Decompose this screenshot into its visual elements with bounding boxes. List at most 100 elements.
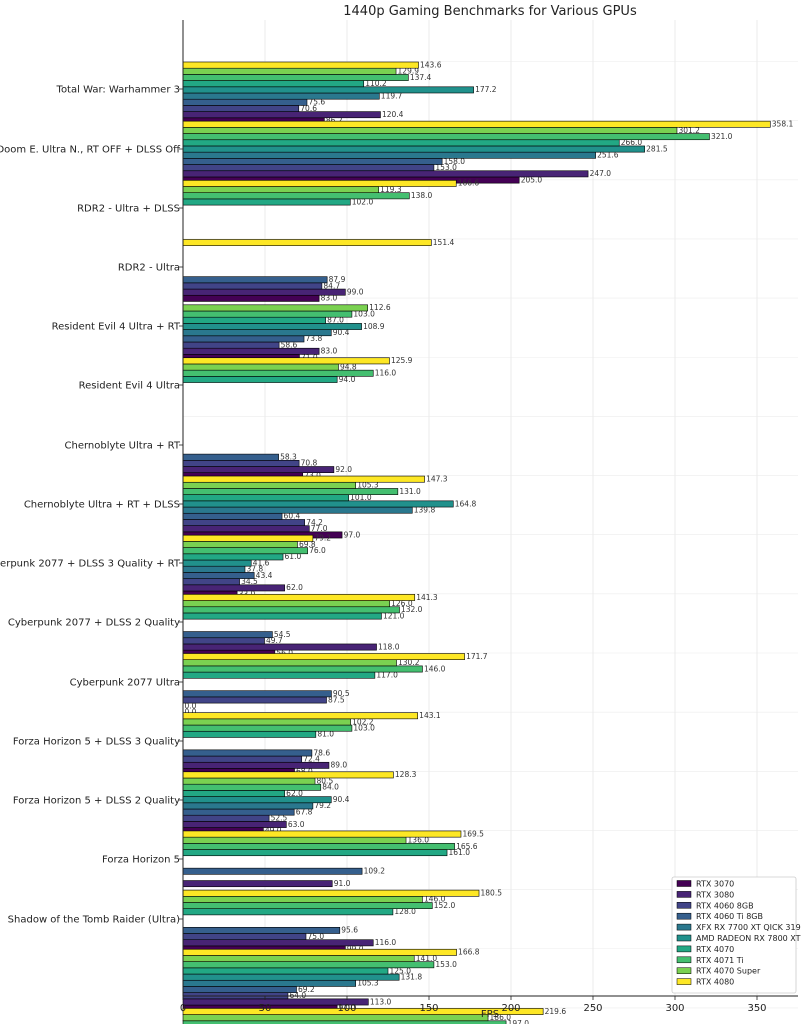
bar-value-label: 128.3 bbox=[395, 770, 417, 779]
bar-value-label: 247.0 bbox=[590, 169, 612, 178]
bar-group-rdr2-ultra-dlss: 102.0 138.0 119.3 166.6 bbox=[182, 179, 479, 206]
bar-value-label: 90.5 bbox=[333, 689, 350, 698]
bar-rtx-4071-ti bbox=[182, 783, 322, 791]
bar-rtx-4070-super bbox=[182, 127, 678, 134]
bar-rtx-4060-ti-8gb bbox=[182, 158, 443, 165]
bar-rtx-4080 bbox=[182, 594, 416, 601]
legend-swatch-rtx-4071-ti bbox=[676, 956, 692, 964]
bar-value-label: 132.0 bbox=[401, 605, 423, 614]
x-tick-label: 100 bbox=[337, 1003, 356, 1014]
bar-value-label: 139.8 bbox=[414, 505, 436, 514]
bar-value-label: 147.3 bbox=[426, 474, 448, 483]
bar-amd-radeon-rx-7800-xt bbox=[182, 145, 645, 153]
bar-value-label: 77.0 bbox=[311, 524, 328, 533]
bar-rtx-4060-ti-8gb bbox=[182, 631, 273, 639]
bar-value-label: 70.8 bbox=[301, 459, 318, 468]
bar-value-label: 58.3 bbox=[280, 453, 297, 462]
bar-rtx-4080 bbox=[182, 357, 390, 365]
bar-rtx-4071-ti bbox=[182, 606, 400, 614]
category-label-resident-evil-4-ultra: Resident Evil 4 Ultra bbox=[79, 381, 180, 392]
x-tick-label: 150 bbox=[419, 1003, 438, 1014]
chart-title: 1440p Gaming Benchmarks for Various GPUs bbox=[343, 4, 637, 19]
bar-rtx-4080 bbox=[182, 712, 418, 720]
bar-value-label: 75.6 bbox=[308, 98, 325, 107]
bar-value-label: 87.0 bbox=[327, 316, 344, 325]
bar-value-label: 180.5 bbox=[481, 889, 503, 898]
bar-value-label: 103.0 bbox=[353, 723, 375, 732]
bar-value-label: 33.0 bbox=[239, 589, 256, 598]
bar-rtx-3080 bbox=[182, 347, 320, 355]
bar-value-label: 251.6 bbox=[597, 151, 619, 160]
bar-xfx-rx-7700-xt-qick-319 bbox=[182, 92, 380, 100]
bar-value-label: 83.0 bbox=[321, 347, 338, 356]
bar-group-cyberpunk-2077-ultra: 49.0 63.052.5 67.879.290.4 62.0 84.080.5 128.… bbox=[182, 770, 417, 835]
bar-amd-radeon-rx-7800-xt bbox=[182, 973, 400, 981]
bar-value-label: 86.2 bbox=[326, 116, 343, 125]
bar-rtx-4060-ti-8gb bbox=[182, 98, 308, 106]
bar-value-label: 141.3 bbox=[416, 593, 438, 602]
bar-rtx-4060-ti-8gb bbox=[182, 335, 305, 343]
bar-value-label: 128.0 bbox=[394, 907, 416, 916]
bars-layer: 86.2 120.4 70.675.6 119.7 177.2 110.2 137.4129… bbox=[182, 60, 793, 1024]
bar-value-label: 119.7 bbox=[381, 91, 403, 100]
bar-value-label: 83.0 bbox=[321, 294, 338, 303]
bar-rtx-4070 bbox=[182, 967, 389, 975]
bar-value-label: 109.2 bbox=[364, 867, 386, 876]
category-label-total-war-warhammer-3: Total War: Warhammer 3 bbox=[56, 85, 180, 96]
bar-value-label: 121.0 bbox=[383, 611, 405, 620]
bar-rtx-4071-ti bbox=[182, 310, 353, 318]
bar-value-label: 91.0 bbox=[334, 879, 351, 888]
bar-value-label: 74.2 bbox=[306, 518, 323, 527]
bar-rtx-4080 bbox=[182, 830, 462, 838]
bar-value-label: 171.7 bbox=[466, 652, 488, 661]
bar-value-label: 136.0 bbox=[408, 836, 430, 845]
bar-rtx-4060-8gb bbox=[182, 578, 240, 586]
bar-value-label: 84.0 bbox=[322, 783, 339, 792]
bar-value-label: 63.0 bbox=[288, 820, 305, 829]
bar-value-label: 34.5 bbox=[241, 577, 258, 586]
bar-group-resident-evil-4-ultra: 97.0 77.074.2 60.4 139.8 164.8 101.0 131.0 105.… bbox=[182, 474, 476, 539]
bar-value-label: 146.0 bbox=[424, 895, 446, 904]
bar-value-label: 61.0 bbox=[285, 552, 302, 561]
bar-rtx-3080 bbox=[182, 525, 310, 533]
bar-value-label: 151.4 bbox=[433, 238, 455, 247]
category-label-chernoblyte-ultra-rt: Chernoblyte Ultra + RT bbox=[65, 441, 181, 452]
bar-value-label: 81.0 bbox=[317, 730, 334, 739]
bar-value-label: 166.8 bbox=[458, 948, 480, 957]
bar-value-label: 101.0 bbox=[350, 493, 372, 502]
bar-value-label: 110.2 bbox=[365, 79, 387, 88]
bar-value-label: 205.0 bbox=[521, 175, 543, 184]
bar-rtx-4070 bbox=[182, 671, 376, 679]
bar-value-label: 129.9 bbox=[398, 67, 420, 76]
bar-value-label: 49.0 bbox=[265, 826, 282, 835]
bar-value-label: 153.0 bbox=[435, 163, 457, 172]
bar-value-label: 69.2 bbox=[298, 985, 315, 994]
bar-rtx-4080 bbox=[182, 948, 457, 956]
bar-group-total-war-warhammer-3: 86.2 120.4 70.675.6 119.7 177.2 110.2 137.4129… bbox=[182, 60, 497, 125]
bar-rtx-4070-super bbox=[182, 955, 415, 962]
category-label-resident-evil-4-ultra-rt: Resident Evil 4 Ultra + RT bbox=[52, 322, 181, 333]
category-label-cyberpunk-2077-dlss-3-quality-rt: Cyberpunk 2077 + DLSS 3 Quality + RT bbox=[0, 559, 181, 570]
bar-value-label: 54.5 bbox=[274, 630, 291, 639]
bar-value-label: 90.4 bbox=[333, 795, 350, 804]
bar-rtx-4080 bbox=[182, 475, 425, 483]
bar-value-label: 94.8 bbox=[340, 362, 357, 371]
bar-rtx-4080 bbox=[182, 889, 480, 897]
bar-rtx-4070 bbox=[182, 908, 394, 916]
legend-swatch-rtx-4080 bbox=[676, 978, 692, 985]
bar-rtx-4080 bbox=[182, 1008, 544, 1015]
bar-rtx-4070-super bbox=[182, 67, 397, 75]
bar-rtx-4071-ti bbox=[182, 133, 710, 141]
bar-rtx-4060-ti-8gb bbox=[182, 572, 255, 579]
bar-rtx-4060-ti-8gb bbox=[182, 986, 297, 993]
bar-rtx-4060-ti-8gb bbox=[182, 867, 363, 875]
bar-value-label: 94.0 bbox=[339, 1003, 356, 1012]
bar-rtx-3080 bbox=[182, 288, 346, 296]
bar-rtx-4070-super bbox=[182, 481, 356, 489]
bar-value-label: 78.6 bbox=[313, 748, 330, 757]
